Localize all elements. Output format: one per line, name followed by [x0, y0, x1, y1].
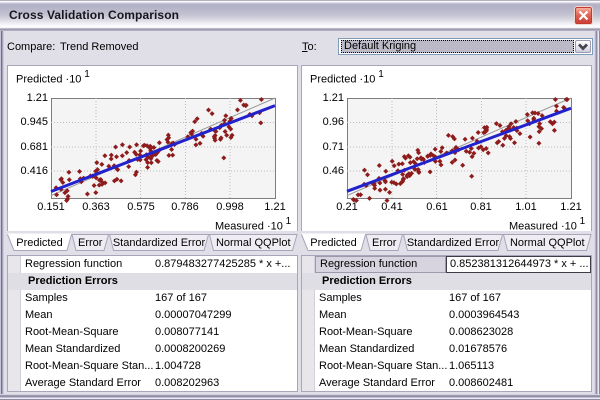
svg-text:Error: Error	[78, 237, 103, 249]
svg-text:Normal QQPlot: Normal QQPlot	[510, 237, 585, 249]
svg-text:Predicted: Predicted	[310, 237, 356, 249]
svg-text:Standardized Error: Standardized Error	[113, 237, 206, 249]
svg-text:Standardized Error: Standardized Error	[407, 237, 500, 249]
svg-text:Normal QQPlot: Normal QQPlot	[216, 237, 291, 249]
svg-text:Predicted: Predicted	[16, 237, 62, 249]
svg-text:Error: Error	[372, 237, 397, 249]
